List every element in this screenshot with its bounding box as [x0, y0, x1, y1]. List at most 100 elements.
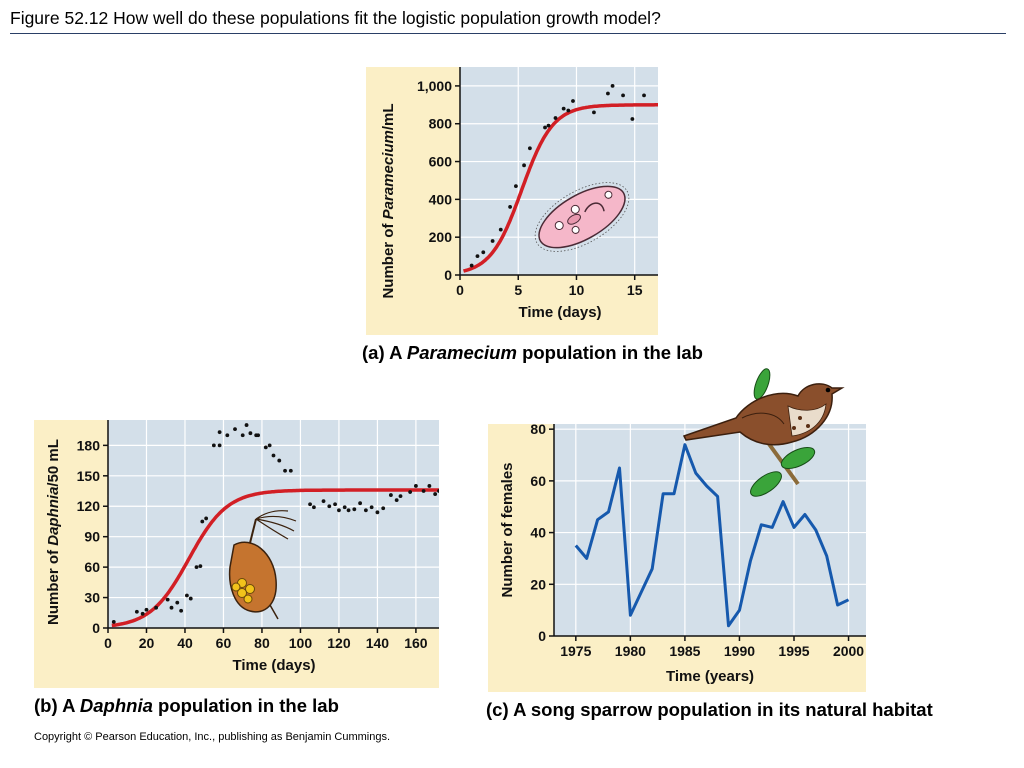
data-point	[610, 84, 615, 88]
figure-title: Figure 52.12 How well do these populatio…	[10, 8, 661, 28]
y-tick-label: 0	[444, 267, 452, 283]
data-point	[508, 205, 512, 209]
y-tick-label: 30	[84, 590, 100, 606]
data-point	[175, 600, 180, 605]
panel-c-y-axis-label: Number of females	[499, 462, 516, 597]
data-point	[606, 91, 610, 96]
data-point	[498, 227, 503, 232]
daphnia-illustration-icon	[228, 510, 297, 620]
y-tick-label: 60	[530, 473, 546, 489]
x-tick-label: 140	[366, 635, 390, 651]
paramecium-illustration-icon	[534, 182, 630, 252]
x-tick-label: 1985	[669, 643, 700, 659]
data-point	[200, 519, 205, 524]
y-tick-label: 150	[77, 468, 101, 484]
data-point	[546, 123, 551, 128]
x-tick-label: 15	[627, 282, 643, 298]
data-point	[553, 116, 558, 120]
data-point	[179, 608, 184, 613]
y-tick-label: 600	[429, 154, 453, 170]
data-point	[427, 484, 432, 488]
data-point	[140, 611, 145, 616]
data-point	[211, 443, 216, 448]
data-point	[375, 510, 380, 515]
x-tick-label: 160	[404, 635, 428, 651]
data-point	[244, 423, 249, 427]
data-point	[277, 458, 282, 463]
title-divider	[10, 33, 1006, 34]
data-point	[358, 501, 362, 506]
panel-b-caption: (b) A Daphnia population in the lab	[34, 695, 339, 716]
panel-b-x-axis-label: Time (days)	[232, 657, 315, 674]
x-tick-label: 10	[569, 282, 585, 298]
data-point	[111, 620, 116, 624]
x-tick-label: 20	[139, 635, 155, 651]
data-point	[475, 254, 480, 258]
data-point	[394, 498, 399, 503]
y-tick-label: 80	[530, 424, 546, 437]
data-point	[165, 597, 170, 602]
panel-c-caption: (c) A song sparrow population in its nat…	[486, 699, 933, 720]
data-point	[188, 596, 193, 601]
y-tick-label: 20	[530, 576, 546, 592]
x-tick-label: 60	[216, 635, 232, 651]
copyright-notice: Copyright © Pearson Education, Inc., pub…	[34, 731, 391, 743]
data-point	[369, 505, 374, 510]
data-point	[225, 433, 230, 438]
data-point	[398, 494, 403, 498]
data-point	[421, 489, 426, 493]
data-point	[233, 427, 237, 432]
y-tick-label: 400	[429, 191, 453, 207]
data-point	[327, 504, 332, 509]
data-point	[134, 609, 139, 614]
data-point	[342, 505, 347, 510]
data-point	[154, 605, 159, 610]
data-point	[248, 431, 253, 436]
data-point	[433, 492, 438, 496]
data-point	[271, 453, 276, 458]
panel-c-x-axis-label: Time (years)	[666, 668, 754, 685]
y-tick-label: 40	[530, 525, 546, 541]
data-point	[592, 110, 596, 115]
data-point	[337, 508, 341, 513]
data-point	[333, 502, 337, 507]
data-point	[381, 506, 386, 511]
data-point	[571, 99, 575, 103]
x-tick-label: 1995	[778, 643, 809, 659]
data-point	[217, 443, 222, 448]
data-point	[522, 163, 526, 168]
data-point	[352, 507, 357, 512]
data-point	[204, 516, 209, 521]
x-tick-label: 1975	[560, 643, 591, 659]
data-point	[308, 502, 312, 507]
data-point	[321, 499, 326, 504]
population-series-line	[574, 443, 850, 628]
data-point	[256, 433, 261, 438]
data-point	[198, 564, 203, 569]
logistic-model-curve	[111, 488, 439, 628]
x-tick-label: 2000	[833, 643, 864, 659]
data-point	[561, 106, 566, 111]
data-point	[469, 263, 474, 268]
data-point	[263, 445, 268, 450]
song-sparrow-illustration-icon	[682, 368, 845, 497]
y-tick-label: 60	[84, 559, 100, 575]
y-tick-label: 90	[84, 529, 100, 545]
logistic-model-curve	[462, 103, 658, 273]
data-point	[240, 433, 245, 438]
data-point	[566, 108, 571, 113]
x-tick-label: 120	[327, 635, 351, 651]
x-tick-label: 1980	[615, 643, 646, 659]
y-tick-label: 800	[429, 116, 453, 132]
data-point	[514, 184, 518, 189]
data-point	[217, 430, 222, 435]
x-tick-label: 100	[289, 635, 313, 651]
x-tick-label: 80	[254, 635, 270, 651]
data-point	[194, 565, 199, 570]
y-tick-label: 180	[77, 437, 101, 453]
data-point	[527, 146, 532, 151]
data-point	[630, 117, 635, 121]
x-tick-label: 40	[177, 635, 193, 651]
panel-a-x-axis-label: Time (days)	[518, 304, 601, 321]
data-point	[363, 508, 368, 513]
